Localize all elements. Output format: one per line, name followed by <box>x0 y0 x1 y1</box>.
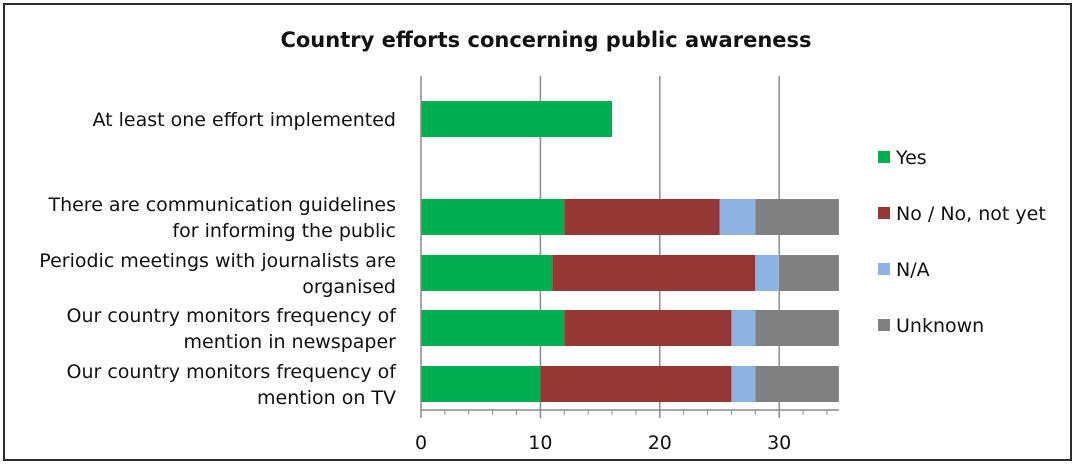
bar-0-3 <box>421 310 565 346</box>
category-label: Our country monitors frequency of mention… <box>67 361 398 409</box>
bar-0-2 <box>421 255 553 291</box>
bar-0-0 <box>421 101 613 137</box>
legend-label: No / No, not yet <box>896 203 1046 225</box>
bar-2-4 <box>731 366 756 402</box>
legend-label: Yes <box>895 147 927 169</box>
x-tick-label: 20 <box>648 432 672 454</box>
bar-3-1 <box>755 199 839 235</box>
bar-3-3 <box>755 310 839 346</box>
bar-1-2 <box>552 255 756 291</box>
category-label-line: Our country monitors frequency of <box>67 361 398 383</box>
legend-swatch <box>878 207 890 219</box>
category-label-line: Our country monitors frequency of <box>67 305 398 327</box>
category-label: At least one effort implemented <box>92 109 396 131</box>
bar-3-4 <box>755 366 839 402</box>
legend: Yes No / No, not yet N/A Unknown <box>878 147 1046 337</box>
legend-swatch <box>878 319 890 331</box>
x-tick-label: 10 <box>528 432 552 454</box>
bar-1-1 <box>564 199 720 235</box>
bar-2-1 <box>719 199 756 235</box>
axes: 0 10 20 30 <box>415 76 839 454</box>
category-label-line: mention on TV <box>257 387 396 409</box>
legend-label: Unknown <box>896 315 984 337</box>
legend-label: N/A <box>896 259 930 281</box>
x-tick-label: 0 <box>415 432 427 454</box>
category-label-line: organised <box>302 276 396 298</box>
category-label-line: At least one effort implemented <box>92 109 396 131</box>
category-label-line: mention in newspaper <box>184 331 397 353</box>
chart-title: Country efforts concerning public awaren… <box>280 28 811 52</box>
legend-swatch <box>878 151 890 163</box>
category-label-line: Periodic meetings with journalists are <box>39 250 396 272</box>
category-label: Periodic meetings with journalists are or… <box>39 250 396 298</box>
bar-2-3 <box>731 310 756 346</box>
category-label-line: for informing the public <box>172 220 396 242</box>
bar-0-4 <box>421 366 541 402</box>
legend-swatch <box>878 263 890 275</box>
category-labels: At least one effort implemented There are… <box>39 109 397 409</box>
category-label: There are communication guidelines for in… <box>47 194 396 242</box>
category-label-line: There are communication guidelines <box>47 194 396 216</box>
bar-3-2 <box>779 255 839 291</box>
bars <box>421 101 839 402</box>
bar-0-1 <box>421 199 565 235</box>
bar-1-3 <box>564 310 732 346</box>
bar-2-2 <box>755 255 780 291</box>
x-tick-label: 30 <box>767 432 791 454</box>
category-label: Our country monitors frequency of mention… <box>67 305 398 353</box>
bar-1-4 <box>540 366 732 402</box>
